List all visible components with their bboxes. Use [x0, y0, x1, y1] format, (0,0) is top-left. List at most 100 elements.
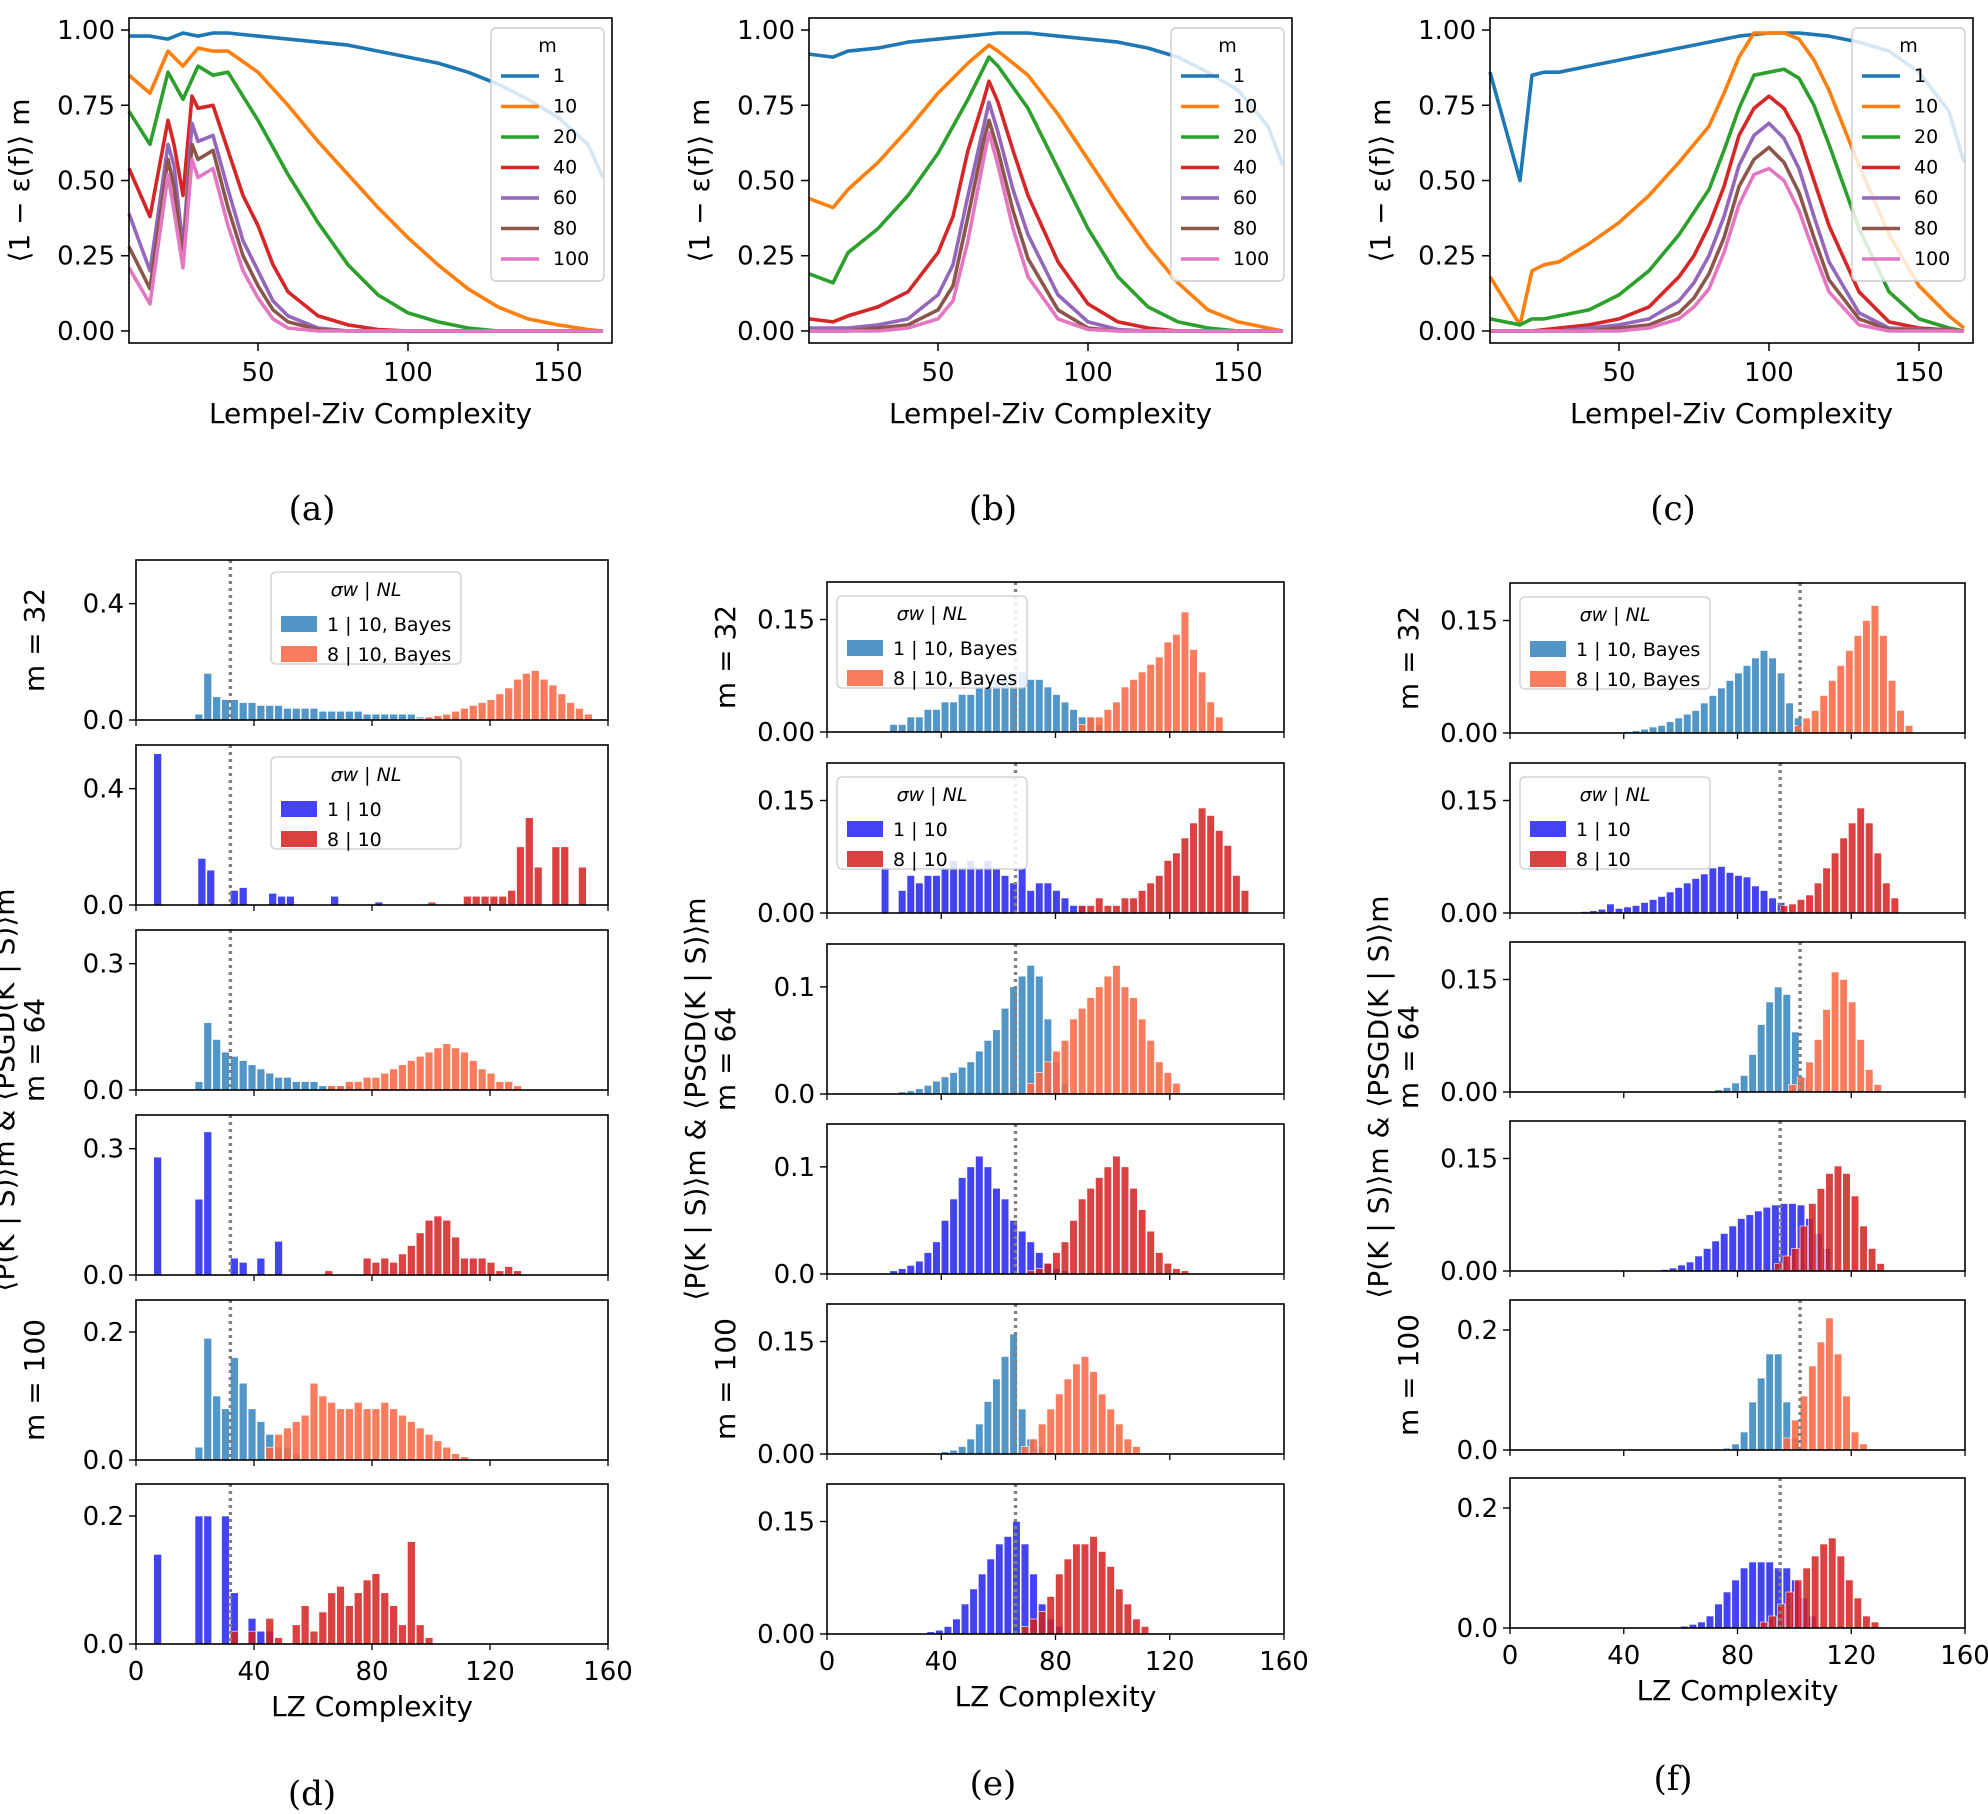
x-tick-label: 80: [1721, 1641, 1754, 1671]
legend-label-m40: 40: [1914, 157, 1938, 179]
bar-high-sigma: [1020, 1446, 1030, 1455]
bar-high-sigma: [1095, 986, 1104, 1095]
bar-high-sigma: [1782, 1255, 1791, 1272]
x-tick-label: 150: [1894, 358, 1944, 388]
bar-low-sigma: [286, 895, 295, 906]
y-tick-label: 0.0: [83, 1446, 124, 1476]
bar-high-sigma: [327, 1402, 336, 1461]
bar-high-sigma: [389, 1068, 398, 1091]
bar-low-sigma: [283, 708, 292, 721]
bar-high-sigma: [1123, 1438, 1132, 1455]
x-tick-label: 100: [1744, 358, 1794, 388]
bar-low-sigma: [345, 710, 354, 721]
y-axis-label: ⟨P(K | S)⟩m & ⟨PSGD(K | S)⟩m: [0, 888, 21, 1291]
bar-high-sigma: [1129, 679, 1138, 733]
bar-high-sigma: [1813, 1039, 1823, 1093]
x-axis-label: Lempel-Ziv Complexity: [889, 397, 1212, 430]
bar-high-sigma: [274, 1637, 283, 1645]
legend-label: 1 | 10, Bayes: [327, 614, 451, 636]
bar-high-sigma: [1856, 1039, 1865, 1093]
bar-low-sigma: [1691, 710, 1700, 734]
bar-high-sigma: [371, 1077, 381, 1091]
bar-high-sigma: [1805, 1061, 1814, 1093]
legend-swatch: [281, 646, 317, 662]
bar-low-sigma: [1674, 717, 1683, 734]
legend-swatch: [847, 851, 883, 867]
x-tick-label: 50: [921, 358, 954, 388]
bar-high-sigma: [274, 1434, 283, 1461]
bar-high-sigma: [1848, 822, 1857, 914]
bar-low-sigma: [1069, 709, 1078, 733]
legend-label-m100: 100: [1914, 248, 1950, 270]
legend-label-m20: 20: [1233, 126, 1257, 148]
bar-high-sigma: [353, 1402, 363, 1461]
bar-high-sigma: [407, 1060, 416, 1091]
bar-high-sigma: [362, 1579, 372, 1645]
bar-low-sigma: [949, 701, 958, 733]
legend-label-m60: 60: [1233, 187, 1257, 209]
bar-low-sigma: [398, 713, 407, 721]
bar-high-sigma: [566, 702, 575, 721]
bar-low-sigma: [1757, 1024, 1766, 1093]
legend-title: m: [1899, 35, 1918, 57]
bar-high-sigma: [1095, 897, 1104, 914]
bar-high-sigma: [1043, 1262, 1052, 1275]
bar-high-sigma: [345, 1408, 354, 1461]
bar-low-sigma: [940, 867, 950, 914]
histogram-row-0: 0.0 0.4 σw | NL 1 | 10, Bayes 8 | 10, Bayes: [83, 559, 609, 736]
bar-high-sigma: [1873, 1084, 1882, 1093]
legend-title: σw | NL: [897, 603, 968, 625]
bar-low-sigma: [212, 1395, 221, 1461]
bar-high-sigma: [1089, 1536, 1098, 1635]
bar-low-sigma: [1728, 1225, 1737, 1272]
bar-high-sigma: [1026, 1082, 1035, 1095]
bar-low-sigma: [966, 1166, 975, 1275]
y-tick-label: 0.15: [1440, 1145, 1498, 1175]
bar-low-sigma: [203, 1338, 213, 1461]
bar-low-sigma: [975, 686, 984, 733]
bar-high-sigma: [353, 1592, 363, 1645]
bar-low-sigma: [206, 869, 215, 906]
bar-high-sigma: [1046, 1596, 1055, 1635]
bar-low-sigma: [221, 1515, 230, 1645]
histogram-row-0: 0.00 0.15 σw | NL 1 | 10, Bayes 8 | 10, Baye…: [1440, 582, 1966, 749]
bar-high-sigma: [486, 1262, 496, 1276]
bar-high-sigma: [371, 1262, 381, 1276]
bar-low-sigma: [194, 713, 204, 721]
bar-low-sigma: [300, 1081, 310, 1091]
x-tick-label: 100: [1063, 358, 1113, 388]
bar-high-sigma: [415, 1232, 425, 1276]
bar-low-sigma: [1734, 672, 1743, 734]
legend-label: 1 | 10: [893, 819, 948, 841]
y-tick-label: 0.00: [1440, 1078, 1498, 1108]
bar-high-sigma: [309, 1630, 319, 1645]
bar-low-sigma: [265, 705, 274, 721]
bar-low-sigma: [1060, 701, 1070, 733]
bar-high-sigma: [1103, 709, 1112, 733]
plot-frame: [1509, 1299, 1966, 1451]
bar-high-sigma: [1802, 717, 1811, 734]
bar-low-sigma: [983, 1040, 992, 1095]
legend-label-m20: 20: [553, 126, 577, 148]
bar-high-sigma: [1129, 997, 1138, 1095]
x-axis-label: LZ Complexity: [1637, 1674, 1839, 1707]
bar-low-sigma: [978, 1573, 987, 1635]
bar-high-sigma: [336, 1586, 345, 1645]
bar-high-sigma: [424, 1434, 434, 1461]
bar-high-sigma: [424, 1219, 434, 1276]
bar-low-sigma: [221, 699, 230, 721]
bar-high-sigma: [1069, 1220, 1078, 1275]
bar-low-sigma: [1018, 867, 1027, 914]
bar-low-sigma: [238, 1060, 248, 1091]
legend-title: σw | NL: [1580, 784, 1651, 806]
legend-label-m100: 100: [1233, 248, 1269, 270]
bar-high-sigma: [530, 670, 540, 721]
y-tick-label: 0.00: [757, 1620, 815, 1650]
bar-low-sigma: [1748, 1561, 1757, 1629]
legend-label: 8 | 10: [893, 849, 948, 871]
bar-low-sigma: [1003, 1536, 1012, 1635]
bar-high-sigma: [1078, 905, 1087, 914]
legend-label-m10: 10: [1914, 96, 1938, 118]
bar-low-sigma: [371, 713, 381, 721]
